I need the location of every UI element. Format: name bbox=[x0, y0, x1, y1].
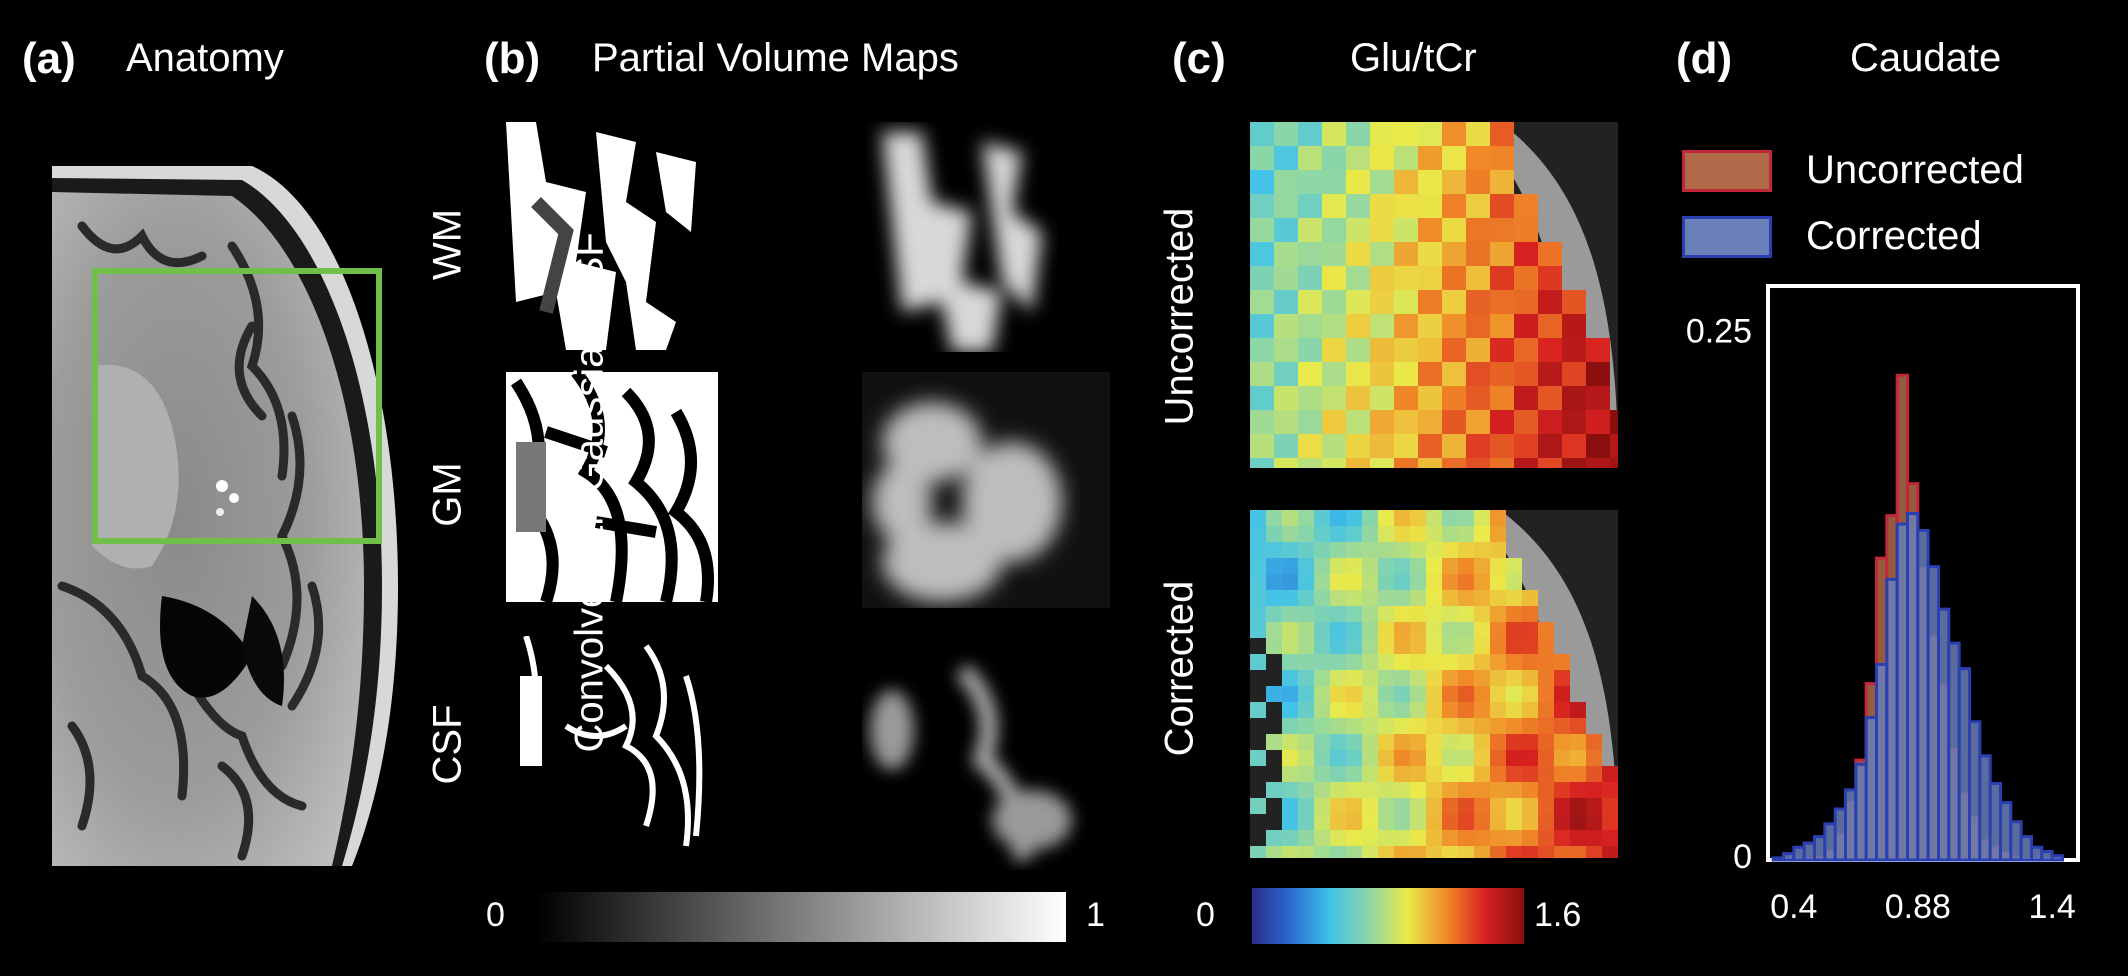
row-label-uncorrected: Uncorrected bbox=[1157, 207, 1202, 426]
corrected-bar bbox=[2019, 835, 2033, 862]
corrected-bar bbox=[1823, 822, 1837, 862]
jet-colorbar-max: 1.6 bbox=[1534, 896, 1582, 934]
corrected-bar bbox=[1957, 667, 1971, 862]
corrected-bar bbox=[1999, 801, 2013, 862]
legend-label-uncorrected: Uncorrected bbox=[1806, 148, 2024, 192]
corrected-bar bbox=[1782, 852, 1796, 862]
gray-colorbar-max: 1 bbox=[1086, 896, 1105, 934]
corrected-bar bbox=[1792, 845, 1806, 862]
corrected-bar bbox=[1864, 716, 1879, 862]
corrected-bar bbox=[2050, 854, 2064, 862]
row-label-csf: CSF bbox=[425, 704, 470, 785]
x-tick-label: 1.4 bbox=[2029, 888, 2076, 926]
panel-b-tag: (b) bbox=[484, 34, 541, 83]
corrected-bar bbox=[1885, 577, 1899, 862]
panel-c-title: Glu/tCr bbox=[1350, 36, 1477, 80]
panel-a-tag: (a) bbox=[22, 34, 76, 83]
y-tick-label: 0.25 bbox=[1686, 313, 1752, 351]
corrected-bar bbox=[2009, 820, 2023, 862]
corrected-bar bbox=[1813, 835, 1827, 862]
corrected-bar bbox=[1875, 662, 1889, 862]
corrected-bar bbox=[1937, 607, 1951, 862]
pv-blur-gm bbox=[862, 372, 1110, 608]
corrected-bar bbox=[1802, 841, 1817, 862]
corrected-bar bbox=[1916, 528, 1930, 862]
corrected-bar bbox=[1988, 781, 2002, 862]
corrected-bar bbox=[1906, 511, 1920, 862]
legend-swatch-uncorrected bbox=[1682, 150, 1772, 192]
y-tick-label: 0 bbox=[1733, 838, 1752, 876]
row-label-corrected: Corrected bbox=[1157, 580, 1202, 757]
jet-colorbar-min: 0 bbox=[1196, 896, 1215, 934]
corrected-bar bbox=[1771, 856, 1785, 862]
histogram-chart: 0.4 0.88 1.4 0 0.25 bbox=[1686, 284, 2080, 926]
pv-map-gm bbox=[506, 372, 718, 602]
gray-colorbar-min: 0 bbox=[486, 896, 505, 934]
corrected-bar bbox=[1978, 754, 1992, 862]
pv-blur-csf bbox=[862, 630, 1114, 870]
legend-swatch-corrected bbox=[1682, 216, 1772, 258]
legend-label-corrected: Corrected bbox=[1806, 214, 1982, 258]
corrected-bar bbox=[1854, 762, 1868, 862]
corrected-bar bbox=[2030, 845, 2044, 862]
glu-map-uncorrected bbox=[1250, 122, 1618, 468]
panel-a-title: Anatomy bbox=[126, 36, 284, 80]
row-label-gm: GM bbox=[425, 462, 470, 527]
jet-colorbar bbox=[1252, 888, 1524, 944]
panel-d-title: Caudate bbox=[1850, 36, 2002, 80]
panel-c-tag: (c) bbox=[1172, 34, 1226, 83]
x-tick-label: 0.88 bbox=[1885, 888, 1951, 926]
roi-box bbox=[92, 268, 382, 544]
corrected-bar bbox=[1947, 641, 1961, 862]
pv-blur-wm bbox=[862, 122, 1110, 352]
corrected-bar bbox=[2040, 849, 2054, 862]
panel-d-tag: (d) bbox=[1676, 34, 1733, 83]
corrected-bar bbox=[1833, 807, 1848, 862]
corrected-bar bbox=[1895, 522, 1910, 862]
glu-map-corrected bbox=[1250, 510, 1618, 858]
pv-map-wm bbox=[506, 122, 702, 350]
convolve-label: Convolve with Gaussian-PSF bbox=[567, 232, 612, 753]
panel-b-title: Partial Volume Maps bbox=[592, 36, 959, 80]
gray-colorbar bbox=[536, 892, 1066, 942]
pv-map-csf bbox=[506, 636, 724, 856]
anatomy-image bbox=[52, 166, 398, 866]
corrected-bar bbox=[1926, 565, 1940, 862]
corrected-bar bbox=[1968, 720, 1982, 862]
x-tick-label: 0.4 bbox=[1770, 888, 1817, 926]
row-label-wm: WM bbox=[425, 208, 470, 281]
corrected-bar bbox=[1844, 788, 1858, 862]
